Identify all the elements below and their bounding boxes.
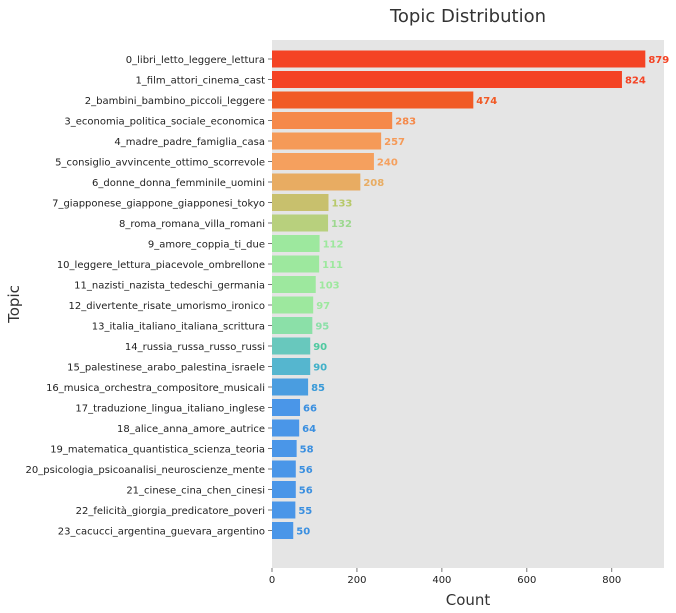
bar-8 [272, 214, 329, 232]
bar-value-label: 56 [299, 465, 313, 476]
bar-22 [272, 501, 296, 519]
y-tick-label: 14_russia_russa_russo_russi [125, 342, 265, 353]
bar-value-label: 90 [313, 363, 327, 374]
bar-12 [272, 296, 314, 314]
bar-value-label: 85 [311, 383, 325, 394]
bar-value-label: 103 [319, 281, 340, 292]
bar-value-label: 474 [476, 96, 497, 107]
bar-value-label: 58 [300, 445, 314, 456]
bars-group [272, 50, 646, 539]
bar-16 [272, 378, 309, 396]
y-tick-label: 18_alice_anna_amore_autrice [117, 424, 265, 435]
bar-17 [272, 399, 301, 416]
bar-value-label: 824 [625, 76, 646, 87]
y-tick-label: 5_consiglio_avvincente_ottimo_scorrevole [55, 158, 265, 169]
y-tick-label: 17_traduzione_lingua_italiano_inglese [75, 404, 265, 415]
y-tick-label: 10_leggere_lettura_piacevole_ombrellone [57, 260, 265, 271]
y-tick-label: 0_libri_letto_leggere_lettura [126, 55, 265, 66]
bar-value-label: 56 [299, 486, 313, 497]
bar-10 [272, 255, 320, 273]
y-tick-label: 6_donne_donna_femminile_uomini [92, 178, 265, 189]
bar-2 [272, 91, 474, 109]
bar-value-label: 240 [377, 158, 398, 169]
y-tick-label: 20_psicologia_psicoanalisi_neuroscienze_… [26, 465, 265, 476]
x-tick-label: 600 [517, 575, 536, 586]
bar-15 [272, 358, 311, 375]
bar-18 [272, 419, 300, 437]
bar-value-label: 257 [384, 137, 405, 148]
y-tick-label: 4_madre_padre_famiglia_casa [114, 137, 265, 148]
bar-0 [272, 50, 646, 68]
y-tick-labels: 0_libri_letto_leggere_lettura 1_film_atto… [26, 55, 272, 538]
bar-11 [272, 276, 316, 293]
bar-9 [272, 235, 320, 252]
bar-value-label: 95 [315, 322, 329, 333]
bar-value-label: 97 [316, 301, 330, 312]
x-tick-label: 0 [269, 575, 275, 586]
bar-value-label: 112 [323, 240, 344, 251]
bar-value-label: 132 [331, 219, 352, 230]
bar-13 [272, 317, 313, 334]
y-tick-label: 19_matematica_quantistica_scienza_teoria [50, 445, 265, 456]
y-tick-label: 15_palestinese_arabo_palestina_israele [67, 363, 265, 374]
bar-value-label: 90 [313, 342, 327, 353]
bar-14 [272, 337, 311, 355]
y-tick-label: 16_musica_orchestra_compositore_musicali [46, 383, 265, 394]
chart-title: Topic Distribution [389, 6, 546, 27]
x-tick-label: 800 [602, 575, 621, 586]
bar-value-label: 55 [298, 506, 312, 517]
bar-3 [272, 112, 393, 129]
bar-23 [272, 522, 294, 539]
y-tick-label: 22_felicità_giorgia_predicatore_poveri [76, 505, 265, 517]
bar-5 [272, 153, 374, 170]
y-tick-label: 1_film_attori_cinema_cast [135, 76, 265, 87]
bar-7 [272, 194, 329, 211]
bar-value-label: 133 [331, 199, 352, 210]
bar-value-label: 879 [648, 55, 669, 66]
x-tick-label: 200 [347, 575, 366, 586]
y-tick-label: 13_italia_italiano_italiana_scrittura [92, 322, 265, 333]
y-tick-label: 2_bambini_bambino_piccoli_leggere [85, 96, 265, 107]
bar-6 [272, 173, 361, 191]
y-axis-label: Topic [5, 285, 23, 324]
y-tick-label: 7_giapponese_giappone_giapponesi_tokyo [52, 199, 265, 210]
bar-value-label: 64 [302, 424, 316, 435]
bar-value-label: 208 [363, 178, 384, 189]
y-tick-label: 11_nazisti_nazista_tedeschi_germania [74, 281, 265, 292]
bar-value-label: 66 [303, 404, 317, 415]
bar-value-label: 111 [322, 260, 343, 271]
bar-19 [272, 440, 297, 457]
bar-value-label: 283 [395, 117, 416, 128]
y-tick-label: 12_divertente_risate_umorismo_ironico [69, 301, 266, 312]
bar-1 [272, 71, 622, 88]
y-tick-label: 3_economia_politica_sociale_economica [64, 117, 265, 128]
y-tick-label: 23_cacucci_argentina_guevara_argentino [58, 527, 265, 538]
x-tick-labels: 0 200 400 600 800 [269, 568, 621, 586]
y-tick-label: 8_roma_romana_villa_romani [119, 219, 265, 230]
x-tick-label: 400 [432, 575, 451, 586]
y-tick-label: 21_cinese_cina_chen_cinesi [126, 486, 265, 497]
bar-value-label: 50 [296, 527, 310, 538]
bar-20 [272, 460, 296, 478]
x-axis-label: Count [446, 591, 491, 609]
bar-21 [272, 481, 296, 498]
y-tick-label: 9_amore_coppia_ti_due [148, 240, 265, 251]
bar-4 [272, 132, 382, 150]
